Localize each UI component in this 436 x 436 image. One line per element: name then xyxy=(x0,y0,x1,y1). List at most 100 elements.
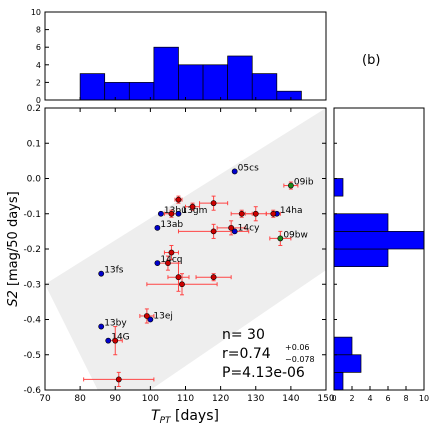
point-label: 13by xyxy=(104,319,127,329)
right-hist-x-tick-label: 0 xyxy=(331,394,336,403)
point-label: 14G xyxy=(111,333,129,343)
right-hist-bar xyxy=(333,372,344,391)
data-point xyxy=(210,274,217,281)
stats-box: n= 30 r=0.74 +0.06 −0.078 P=4.13e-06 xyxy=(222,327,315,381)
data-point xyxy=(154,224,161,231)
data-point xyxy=(143,313,150,319)
right-hist-x-tick-label: 8 xyxy=(403,394,408,403)
top-histogram: 0 2 4 6 8 10 xyxy=(31,8,327,105)
data-point xyxy=(228,224,235,231)
point-label: 14cy xyxy=(238,223,260,233)
data-point xyxy=(287,182,294,189)
right-hist-bar xyxy=(333,336,353,356)
y-tick-label: 0.1 xyxy=(27,139,41,149)
point-label: 14cq xyxy=(160,255,182,265)
point-label: 05cs xyxy=(238,163,259,173)
stat-r: r=0.74 xyxy=(222,346,271,362)
data-point xyxy=(210,200,217,207)
x-tick-label: 80 xyxy=(74,394,86,404)
top-hist-bar xyxy=(202,64,228,101)
data-point xyxy=(179,281,185,288)
data-point xyxy=(231,168,238,175)
point-label: 14ha xyxy=(280,206,303,216)
point-label: 09ib xyxy=(294,178,314,188)
top-hist-y-tick-label: 6 xyxy=(36,43,41,52)
y-tick-label: -0.1 xyxy=(23,210,41,220)
x-tick-label: 100 xyxy=(142,394,159,404)
data-point xyxy=(175,210,182,217)
data-point xyxy=(210,228,217,235)
x-tick-label: 150 xyxy=(317,394,334,404)
point-label: 09bw xyxy=(283,230,308,240)
data-point xyxy=(154,260,161,266)
stat-r-minus: −0.078 xyxy=(285,355,315,364)
main-axes: 70 80 90 100 110 120 130 140 150 -0.6 -0.5 -0.4 -0.3… xyxy=(23,104,334,404)
x-tick-label: 130 xyxy=(247,394,264,404)
top-hist-bar xyxy=(104,82,130,101)
top-hist-y-tick-label: 8 xyxy=(36,26,41,35)
data-point xyxy=(175,196,182,203)
data-point xyxy=(252,210,259,217)
data-point xyxy=(270,210,277,217)
right-hist-bar xyxy=(333,178,344,197)
y-tick-label: -0.3 xyxy=(23,280,41,290)
data-point xyxy=(98,270,105,277)
stat-n: n= 30 xyxy=(222,327,265,343)
stat-p: P=4.13e-06 xyxy=(222,365,305,381)
y-tick-label: -0.4 xyxy=(23,316,41,326)
data-point xyxy=(168,249,175,256)
right-histogram: 0 2 4 6 8 10 xyxy=(331,107,429,403)
right-hist-bar xyxy=(333,248,389,267)
y-tick-label: 0.0 xyxy=(27,175,42,185)
top-hist-bar xyxy=(153,46,179,101)
right-hist-bar xyxy=(333,354,362,373)
data-point xyxy=(189,203,196,210)
data-point xyxy=(98,323,105,330)
right-hist-x-tick-label: 4 xyxy=(367,394,372,403)
data-point xyxy=(158,210,164,217)
x-axis-label: TPT [days] xyxy=(151,408,219,426)
right-hist-x-tick-label: 2 xyxy=(349,394,354,403)
top-hist-y-tick-label: 0 xyxy=(36,96,41,105)
panel-label: (b) xyxy=(362,53,380,68)
data-point xyxy=(168,210,175,217)
top-hist-bar xyxy=(178,64,204,101)
data-point xyxy=(175,274,182,281)
y-tick-label: 0.2 xyxy=(27,104,41,114)
point-label: 13bu xyxy=(164,206,187,216)
x-tick-label: 70 xyxy=(39,394,51,404)
top-hist-y-tick-label: 2 xyxy=(36,78,41,87)
data-point xyxy=(115,376,122,383)
data-point xyxy=(277,235,284,242)
right-hist-bar xyxy=(333,231,425,250)
point-label: 13ab xyxy=(160,220,183,230)
stat-r-plus: +0.06 xyxy=(285,343,310,352)
data-point xyxy=(238,210,245,217)
point-label: 13ej xyxy=(153,312,173,322)
data-point xyxy=(147,316,154,323)
point-label: 13fs xyxy=(104,266,124,276)
top-hist-y-tick-label: 10 xyxy=(31,8,41,17)
top-hist-bar xyxy=(276,90,302,101)
point-label: 13gm xyxy=(181,206,207,216)
region-shading xyxy=(45,108,326,390)
data-point xyxy=(105,337,112,344)
y-tick-label: -0.5 xyxy=(23,351,41,361)
y-axis-label: S2 [mag/50 days] xyxy=(6,191,21,306)
data-point xyxy=(231,228,238,235)
data-point xyxy=(112,337,119,344)
y-tick-label: -0.2 xyxy=(23,245,41,255)
x-tick-label: 110 xyxy=(177,394,194,404)
x-tick-label: 120 xyxy=(212,394,229,404)
top-hist-bar xyxy=(79,73,106,101)
right-hist-bar xyxy=(333,213,389,232)
top-hist-bar xyxy=(227,55,253,101)
right-hist-x-tick-label: 10 xyxy=(419,394,429,403)
top-hist-bar xyxy=(251,73,278,101)
right-hist-x-tick-label: 6 xyxy=(385,394,390,403)
x-tick-label: 90 xyxy=(110,394,122,404)
x-tick-label: 140 xyxy=(282,394,299,404)
